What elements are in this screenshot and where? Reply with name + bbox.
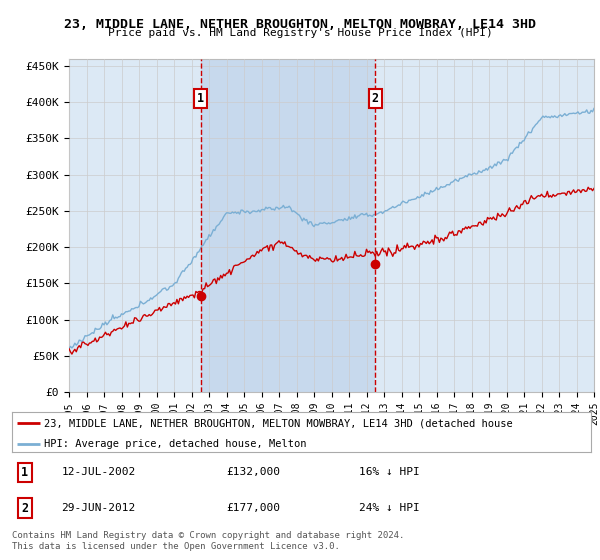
Text: 12-JUL-2002: 12-JUL-2002 — [61, 468, 136, 477]
Text: 1: 1 — [21, 466, 28, 479]
Text: 23, MIDDLE LANE, NETHER BROUGHTON, MELTON MOWBRAY, LE14 3HD: 23, MIDDLE LANE, NETHER BROUGHTON, MELTO… — [64, 18, 536, 31]
Text: 29-JUN-2012: 29-JUN-2012 — [61, 503, 136, 513]
Text: 16% ↓ HPI: 16% ↓ HPI — [359, 468, 420, 477]
Bar — [201, 59, 375, 392]
Text: Price paid vs. HM Land Registry's House Price Index (HPI): Price paid vs. HM Land Registry's House … — [107, 28, 493, 38]
Text: £132,000: £132,000 — [226, 468, 280, 477]
Text: 1: 1 — [197, 92, 205, 105]
Text: This data is licensed under the Open Government Licence v3.0.: This data is licensed under the Open Gov… — [12, 542, 340, 551]
Text: 2: 2 — [371, 92, 379, 105]
Text: Contains HM Land Registry data © Crown copyright and database right 2024.: Contains HM Land Registry data © Crown c… — [12, 531, 404, 540]
Text: HPI: Average price, detached house, Melton: HPI: Average price, detached house, Melt… — [44, 438, 307, 449]
Text: £177,000: £177,000 — [226, 503, 280, 513]
Text: 24% ↓ HPI: 24% ↓ HPI — [359, 503, 420, 513]
Text: 2: 2 — [21, 502, 28, 515]
Text: 23, MIDDLE LANE, NETHER BROUGHTON, MELTON MOWBRAY, LE14 3HD (detached house: 23, MIDDLE LANE, NETHER BROUGHTON, MELTO… — [44, 418, 512, 428]
